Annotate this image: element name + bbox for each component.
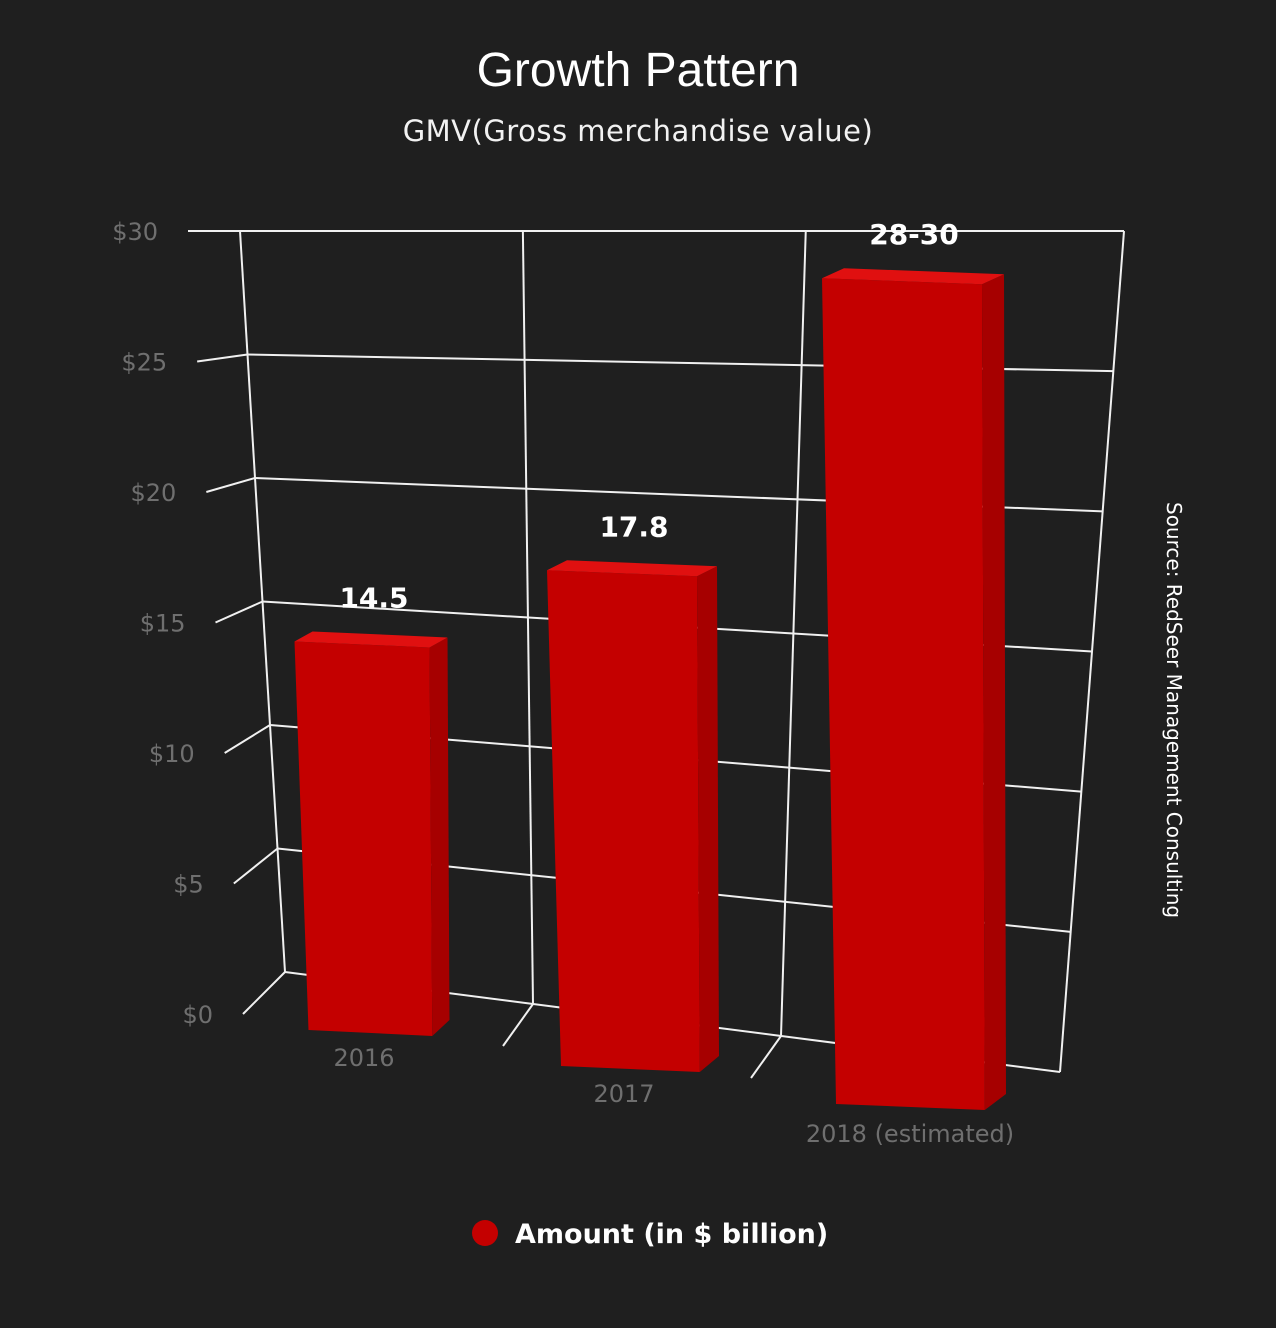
y-tick-label: $10 xyxy=(149,740,195,768)
chart-subtitle: GMV(Gross merchandise value) xyxy=(403,114,874,148)
gridline-depth xyxy=(242,971,286,1015)
gridline-depth xyxy=(233,847,279,885)
gridline-v xyxy=(239,230,286,973)
bar-front xyxy=(294,641,433,1036)
bar-top xyxy=(547,560,717,577)
data-label: 14.5 xyxy=(339,581,408,614)
source-note: Source: RedSeer Management Consulting xyxy=(1162,502,1186,918)
bar-2017[interactable] xyxy=(547,560,719,1072)
bar-2016[interactable] xyxy=(294,631,450,1036)
y-tick-label: $15 xyxy=(140,610,186,638)
gridline-depth xyxy=(206,477,256,493)
bar-side xyxy=(429,637,450,1036)
x-axis-category-labels: 2016 2017 2018 (estimated) xyxy=(333,1044,1014,1148)
bar-2018[interactable] xyxy=(822,268,1006,1110)
floor-divider xyxy=(750,1035,782,1079)
bar-front xyxy=(547,570,700,1072)
gridline-depth xyxy=(224,724,271,754)
y-axis-tick-labels: $0 $5 $10 $15 $20 $25 $30 xyxy=(112,218,213,1029)
bars xyxy=(294,268,1006,1110)
bar-side xyxy=(697,566,719,1072)
y-tick-label: $20 xyxy=(131,479,177,507)
y-tick-label: $5 xyxy=(173,871,204,899)
data-label: 17.8 xyxy=(599,510,668,543)
x-tick-label: 2016 xyxy=(333,1044,394,1072)
gridline-v xyxy=(521,230,534,1005)
gridline-depth xyxy=(215,600,263,624)
bar-top xyxy=(294,631,448,648)
legend[interactable]: Amount (in $ billion) xyxy=(472,1219,828,1250)
data-label: 28-30 xyxy=(869,218,959,251)
x-tick-label: 2017 xyxy=(593,1080,654,1108)
bar-top xyxy=(822,268,1004,285)
y-tick-label: $25 xyxy=(121,349,167,377)
bar-side xyxy=(982,274,1006,1110)
data-labels: 14.5 17.8 28-30 xyxy=(339,218,958,614)
y-tick-label: $30 xyxy=(112,218,158,246)
legend-label: Amount (in $ billion) xyxy=(515,1219,828,1250)
chart-title: Growth Pattern xyxy=(477,44,800,97)
gridline-v xyxy=(1059,230,1125,1073)
floor-divider xyxy=(502,1003,534,1047)
x-tick-label: 2018 (estimated) xyxy=(806,1120,1014,1148)
bar-front xyxy=(822,278,985,1110)
gridline-v xyxy=(780,230,807,1037)
legend-marker xyxy=(472,1220,498,1246)
gridline-depth xyxy=(197,353,248,363)
y-tick-label: $0 xyxy=(182,1001,213,1029)
